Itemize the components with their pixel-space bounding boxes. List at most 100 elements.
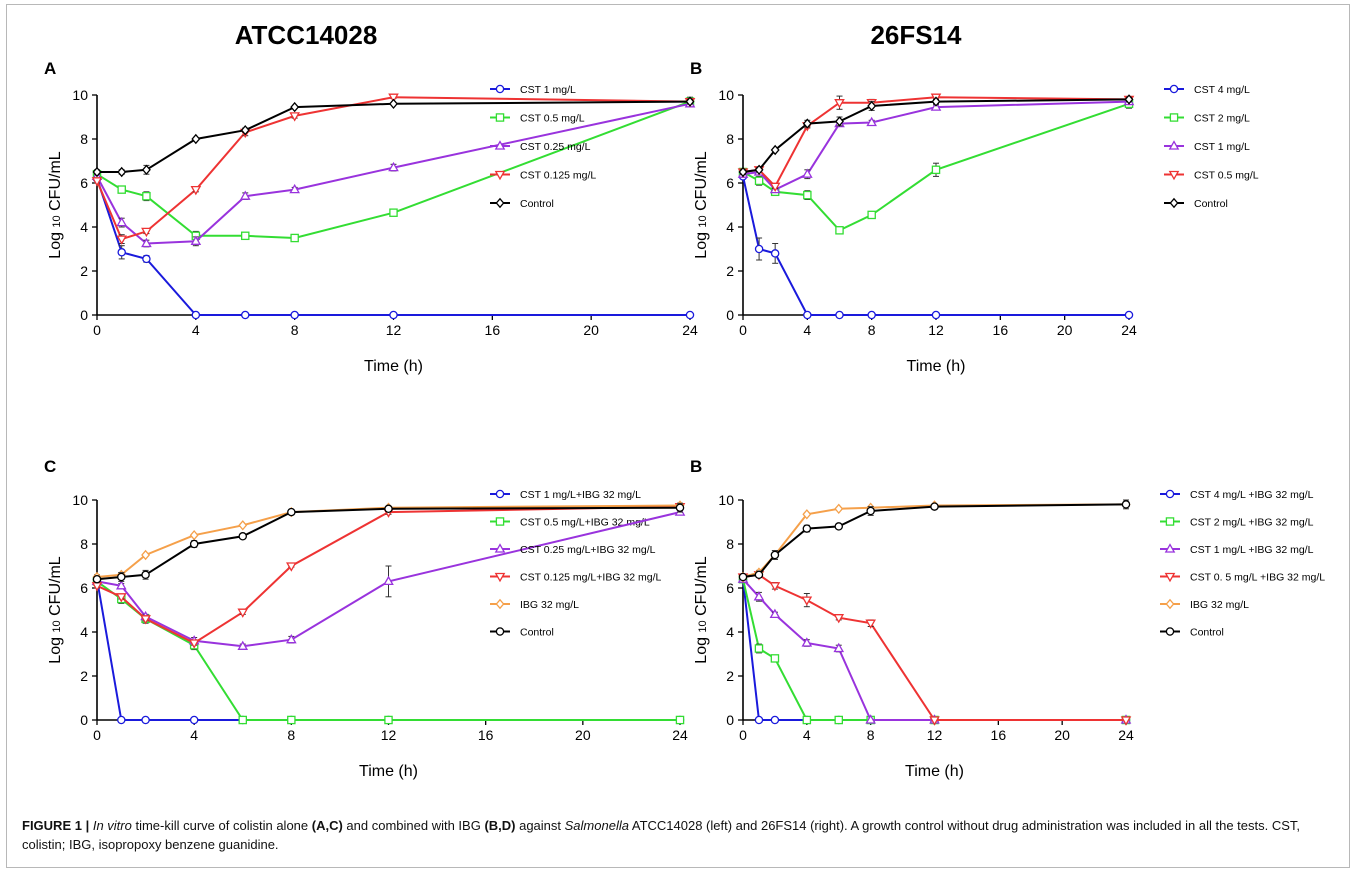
data-point [289,112,300,122]
caption-text-3: against [515,818,565,833]
data-point [770,144,780,156]
legend-marker [494,140,506,150]
data-point [754,176,764,186]
series-0 [92,174,695,320]
data-point [142,191,151,201]
legend-marker [1165,598,1175,610]
caption-in-vitro: In vitro [92,818,132,833]
data-point [866,116,877,127]
legend-label: CST 4 mg/L +IBG 32 mg/L [1190,489,1314,501]
data-point [389,310,398,320]
data-point [865,619,876,629]
data-point [190,185,202,196]
x-tick-label: 16 [478,727,494,743]
data-point [389,208,398,217]
legend-marker [1169,84,1179,94]
data-point [388,93,399,103]
x-tick-label: 0 [739,322,747,338]
y-tick-label: 6 [726,175,734,191]
y-tick-label: 8 [80,536,88,552]
data-point [929,716,940,726]
caption-text-2: and combined with IBG [342,818,485,833]
y-tick-label: 10 [718,87,734,103]
series-line [96,511,681,648]
x-tick-label: 4 [192,322,200,338]
x-tick-label: 24 [1121,322,1137,338]
legend-marker [1165,517,1175,526]
legend-marker [1169,113,1179,122]
series-line [742,503,1127,578]
data-point [931,165,941,175]
x-tick-label: 12 [386,322,402,338]
column-title-0: ATCC14028 [235,20,378,50]
data-point [142,254,151,264]
data-point [287,715,296,725]
x-tick-label: 12 [927,727,943,743]
data-point [754,164,764,175]
data-point [1124,94,1134,105]
series-line [742,578,1126,721]
column-title-1: 26FS14 [870,20,962,50]
legend-marker [495,627,505,636]
data-point [91,177,103,187]
legend-label: CST 1 mg/L [1194,141,1250,153]
legend-label: CST 4 mg/L [1194,84,1250,96]
series-line [96,580,680,721]
panel-label: C [44,457,56,476]
x-tick-label: 8 [287,727,295,743]
y-tick-label: 10 [718,492,734,508]
caption-panels-ac: (A,C) [311,818,343,833]
data-point [141,237,152,248]
data-point [240,310,250,320]
data-point [865,714,876,724]
legend-label: CST 2 mg/L [1194,113,1250,125]
data-point [240,231,250,241]
y-tick-label: 0 [80,307,88,323]
y-axis-label: Log 10 CFU/mL [693,556,710,663]
data-point [189,539,199,549]
panel-label: B [690,457,702,476]
series-line [742,578,1126,721]
y-axis-label: Log 10 CFU/mL [693,151,710,258]
data-point [290,101,300,113]
series-5 [738,499,1131,582]
x-tick-label: 8 [868,322,876,338]
data-point [240,125,250,136]
y-tick-label: 0 [726,307,734,323]
y-tick-label: 4 [80,624,88,640]
series-line [96,505,681,645]
x-axis-label: Time (h) [364,358,423,375]
data-point [239,190,251,200]
data-point [834,522,844,531]
series-0 [92,574,685,725]
legend-marker [1164,543,1176,553]
x-tick-label: 16 [993,322,1009,338]
data-point [238,715,247,725]
data-point [1121,500,1131,509]
data-point [289,183,300,194]
data-point [92,166,102,178]
data-point [802,524,812,533]
series-line [96,178,690,316]
series-line [97,100,691,173]
caption-text-1: time-kill curve of colistin alone [131,818,312,833]
data-point [290,233,299,243]
data-point [188,639,200,649]
series-line [742,573,1126,721]
data-point [835,310,844,320]
data-point [117,715,126,725]
legend-marker [494,170,506,181]
series-line [742,176,1129,316]
data-point [189,530,199,541]
data-point [802,118,812,129]
data-point [835,226,844,235]
y-tick-label: 6 [80,580,88,596]
data-point [802,715,812,725]
x-tick-label: 20 [1057,322,1073,338]
data-point [189,715,199,725]
legend-label: CST 0. 5 mg/L +IBG 32 mg/L [1190,572,1325,584]
legend-marker [1168,140,1180,150]
data-point [834,503,844,514]
data-point [866,506,875,516]
